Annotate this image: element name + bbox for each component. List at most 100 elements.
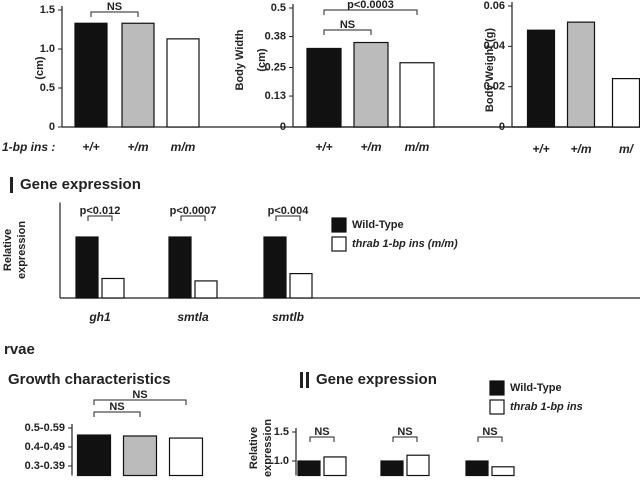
bar <box>611 77 640 128</box>
x-tick-label: +/+ <box>532 142 549 156</box>
bar <box>526 29 556 128</box>
y-tick-label: 0.5 <box>271 2 286 14</box>
y-tick-label: 1.0 <box>40 43 55 55</box>
bracket <box>180 215 206 221</box>
bar <box>122 435 158 477</box>
annotation: NS <box>109 401 124 413</box>
x-tick-label: smtla <box>177 310 209 324</box>
bar <box>465 460 489 477</box>
x-tick-label: +/m <box>360 140 381 154</box>
bar <box>306 47 342 128</box>
bracket <box>392 436 418 442</box>
bar <box>121 22 155 128</box>
y-tick-label: 0.38 <box>265 30 286 42</box>
x-tick-label: +/m <box>127 140 148 154</box>
bar <box>168 437 204 477</box>
y-axis-label: Body Weight (g) <box>484 28 496 112</box>
annotation: p<0.004 <box>268 205 310 217</box>
bracket <box>90 11 139 17</box>
legend-swatch <box>489 399 505 415</box>
bar <box>263 236 287 299</box>
x-tick-label: smtlb <box>272 310 304 324</box>
bar <box>406 454 430 477</box>
title-bar <box>300 372 303 388</box>
y-tick-label: 0 <box>499 121 505 133</box>
y-axis-label: Relative <box>2 229 14 271</box>
y-tick-label: 0 <box>280 121 286 133</box>
annotation: p<0.0003 <box>347 0 394 11</box>
y-axis-unit: (cm) <box>256 48 268 72</box>
annotation: NS <box>314 426 329 438</box>
x-prefix: 1-bp ins : <box>2 140 55 154</box>
annotation: NS <box>482 426 497 438</box>
bar <box>76 434 112 477</box>
legend-label: Wild-Type <box>352 219 404 231</box>
y-axis-label: Relative <box>248 427 260 469</box>
y-tick-label: 1.5 <box>274 426 289 438</box>
bar <box>323 456 347 477</box>
bar <box>353 41 389 128</box>
x-tick-label: m/ <box>619 142 635 156</box>
x-tick-label: +/m <box>570 142 591 156</box>
title-bar <box>306 372 309 388</box>
bracket <box>323 9 418 15</box>
panel-title: Gene expression <box>316 371 437 388</box>
y-tick-label: 0.4-0.49 <box>25 441 65 453</box>
y-axis-unit: expression <box>262 419 274 477</box>
y-tick-label: 0.06 <box>484 0 505 12</box>
y-tick-label: 0.02 <box>484 81 505 93</box>
x-tick-label: +/+ <box>315 140 332 154</box>
bar <box>168 236 192 299</box>
annotation: NS <box>340 19 355 31</box>
bracket <box>309 436 335 442</box>
annotation: p<0.012 <box>80 205 121 217</box>
bracket <box>477 436 503 442</box>
bar <box>297 460 321 477</box>
annotation: NS <box>397 426 412 438</box>
bar <box>491 466 515 477</box>
y-tick-label: 0.13 <box>265 90 286 102</box>
bar <box>380 460 404 477</box>
bar <box>194 280 218 299</box>
legend-swatch <box>489 380 505 396</box>
bracket <box>93 411 141 417</box>
bar <box>101 277 125 299</box>
section-label: rvae <box>4 341 35 358</box>
y-tick-label: 0.04 <box>484 40 506 52</box>
panel-title: Gene expression <box>20 176 141 193</box>
annotation: NS <box>107 1 122 13</box>
x-tick-label: gh1 <box>88 310 111 324</box>
x-tick-label: m/m <box>405 140 430 154</box>
y-tick-label: 1.5 <box>40 4 55 16</box>
legend-label: thrab 1-bp ins <box>510 401 583 413</box>
bar <box>566 21 596 128</box>
x-tick-label: m/m <box>171 140 196 154</box>
x-tick-label: +/+ <box>82 140 99 154</box>
panel-title: Growth characteristics <box>8 371 171 388</box>
y-tick-label: 0.3-0.39 <box>25 460 65 472</box>
legend-swatch <box>331 217 347 233</box>
bracket <box>87 215 113 221</box>
y-tick-label: 0.5 <box>40 82 55 94</box>
bar <box>399 62 435 128</box>
legend-swatch <box>331 236 347 252</box>
legend-label: Wild-Type <box>510 382 562 394</box>
bracket <box>93 399 187 405</box>
y-tick-label: 1.0 <box>274 455 289 467</box>
annotation: NS <box>132 389 147 401</box>
bracket <box>275 215 301 221</box>
annotation: p<0.0007 <box>170 205 217 217</box>
y-axis-label: Body Width <box>234 29 246 90</box>
bar <box>75 236 99 299</box>
y-tick-label: 0.5-0.59 <box>25 422 65 434</box>
title-bar <box>10 177 13 193</box>
bar <box>289 273 313 299</box>
y-tick-label: 0.25 <box>265 61 286 73</box>
y-tick-label: 0 <box>49 121 55 133</box>
bar <box>74 22 108 128</box>
y-axis-unit: expression <box>16 221 28 279</box>
legend-label: thrab 1-bp ins (m/m) <box>352 238 458 250</box>
bracket <box>323 29 372 35</box>
